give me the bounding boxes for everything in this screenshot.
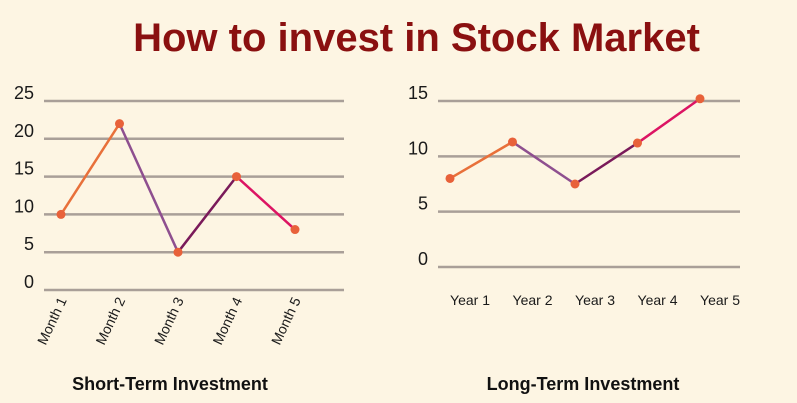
short-data-point	[232, 172, 241, 182]
short-x-tick-label: Month 1	[34, 294, 70, 347]
short-data-point	[115, 119, 124, 129]
short-x-tick-label: Month 5	[268, 294, 304, 347]
long-data-point	[508, 137, 517, 147]
main-title: How to invest in Stock Market	[133, 16, 700, 60]
long-data-point	[633, 138, 642, 148]
long-y-tick-label: 15	[408, 83, 428, 103]
long-x-tick-label: Year 3	[575, 292, 615, 308]
short-x-tick-label: Month 3	[151, 294, 187, 347]
short-data-point	[173, 247, 183, 257]
short-y-tick-label: 5	[24, 234, 34, 254]
short-x-axis-label: Short-Term Investment	[72, 374, 268, 394]
short-y-tick-label: 0	[24, 272, 34, 292]
long-data-point	[570, 179, 580, 189]
long-x-axis-label: Long-Term Investment	[487, 374, 680, 394]
long-series-segment	[448, 140, 514, 180]
short-data-point	[290, 225, 300, 235]
long-y-tick-label: 0	[418, 249, 428, 269]
short-y-tick-label: 25	[14, 83, 34, 103]
short-y-tick-label: 10	[14, 196, 34, 216]
short-x-tick-label: Month 4	[209, 294, 245, 347]
short-x-tick-label: Month 2	[92, 294, 128, 347]
long-x-tick-label: Year 2	[513, 292, 553, 308]
short-series-segment	[118, 122, 180, 254]
short-series-segment	[176, 175, 238, 254]
long-data-point	[445, 173, 455, 183]
long-series-segment	[573, 141, 639, 186]
long-y-tick-label: 5	[418, 194, 428, 214]
short-term-chart: 0 5 10 15 20 25 Month 1 Month 2 Month 3 Month 4 Mo…	[14, 83, 344, 394]
short-data-point	[56, 209, 66, 219]
long-y-tick-label: 10	[408, 138, 428, 158]
short-series-segment	[59, 122, 121, 216]
long-x-tick-label: Year 5	[700, 292, 740, 308]
long-series-segment	[511, 140, 577, 186]
long-x-tick-label: Year 4	[638, 292, 678, 308]
long-series-segment	[636, 97, 702, 145]
short-series-segment	[235, 175, 297, 231]
short-y-tick-label: 15	[14, 159, 34, 179]
long-term-chart: 0 5 10 15 Year 1 Year 2 Year 3 Year 4 Year 5 Long…	[408, 83, 740, 394]
short-y-tick-label: 20	[14, 121, 34, 141]
long-data-point	[695, 94, 705, 104]
long-x-tick-label: Year 1	[450, 292, 490, 308]
